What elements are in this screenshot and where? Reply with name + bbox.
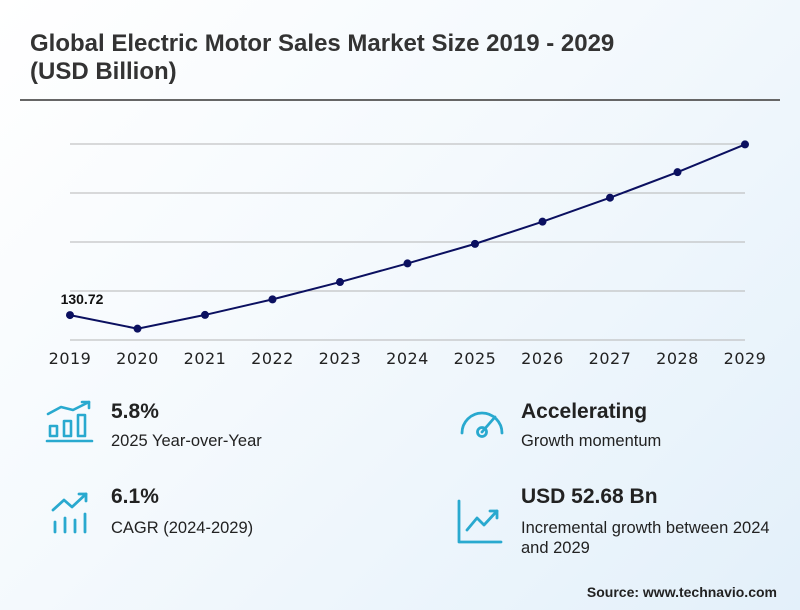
x-tick-label-2022: 2022 <box>251 349 294 368</box>
line-chart: 130.72 2019 2020 2021 2022 2023 2024 2025 2026 2… <box>49 140 767 368</box>
kpi-yoy-value: 5.8% <box>111 400 159 423</box>
x-tick-label-2025: 2025 <box>454 349 497 368</box>
data-point-2020 <box>133 324 142 333</box>
speedometer-icon <box>460 411 504 438</box>
kpi-momentum-value: Accelerating <box>521 400 648 423</box>
bar-chart-growth-icon <box>45 400 94 443</box>
chart-title: Global Electric Motor Sales Market Size … <box>30 30 615 85</box>
data-labels: 130.72 <box>61 291 104 307</box>
x-tick-label-2024: 2024 <box>386 349 429 368</box>
kpi-yoy-label: 2025 Year-over-Year <box>111 432 262 450</box>
data-point-2026 <box>538 217 547 226</box>
x-tick-label-2019: 2019 <box>49 349 92 368</box>
kpi-incremental-label: Incremental growth between 2024 and 2029 <box>521 519 770 557</box>
data-label-2019: 130.72 <box>61 291 104 307</box>
x-tick-label-2029: 2029 <box>724 349 767 368</box>
x-tick-label-2021: 2021 <box>184 349 227 368</box>
data-point-2021 <box>201 310 209 319</box>
x-tick-label-2026: 2026 <box>521 349 564 368</box>
data-point-2028 <box>673 168 682 177</box>
data-point-2027 <box>606 193 614 202</box>
kpi-incremental-value: USD 52.68 Bn <box>521 485 658 508</box>
x-tick-label-2028: 2028 <box>656 349 699 368</box>
x-tick-label-2027: 2027 <box>589 349 632 368</box>
series-line <box>69 143 746 330</box>
data-point-2023 <box>336 278 344 287</box>
title-divider <box>20 99 780 101</box>
data-point-2025 <box>471 239 479 248</box>
series-line-group <box>66 140 749 333</box>
kpi-momentum-label: Growth momentum <box>521 432 662 450</box>
kpi-cagr-value: 6.1% <box>111 485 159 508</box>
data-point-2022 <box>268 295 277 304</box>
source-note: Source: www.technavio.com <box>586 584 777 600</box>
data-point-2029 <box>741 140 749 149</box>
kpi-cagr-label: CAGR (2024-2029) <box>111 519 254 537</box>
trend-chart-icon <box>457 499 503 544</box>
data-point-2019 <box>66 311 74 320</box>
x-axis-tick-labels: 2019 2020 2021 2022 2023 2024 2025 2026 2027 2028… <box>49 349 767 368</box>
trend-bars-icon <box>51 492 88 534</box>
data-point-2024 <box>403 259 412 268</box>
x-tick-label-2023: 2023 <box>319 349 362 368</box>
gridlines <box>70 143 745 341</box>
x-tick-label-2020: 2020 <box>116 349 159 368</box>
